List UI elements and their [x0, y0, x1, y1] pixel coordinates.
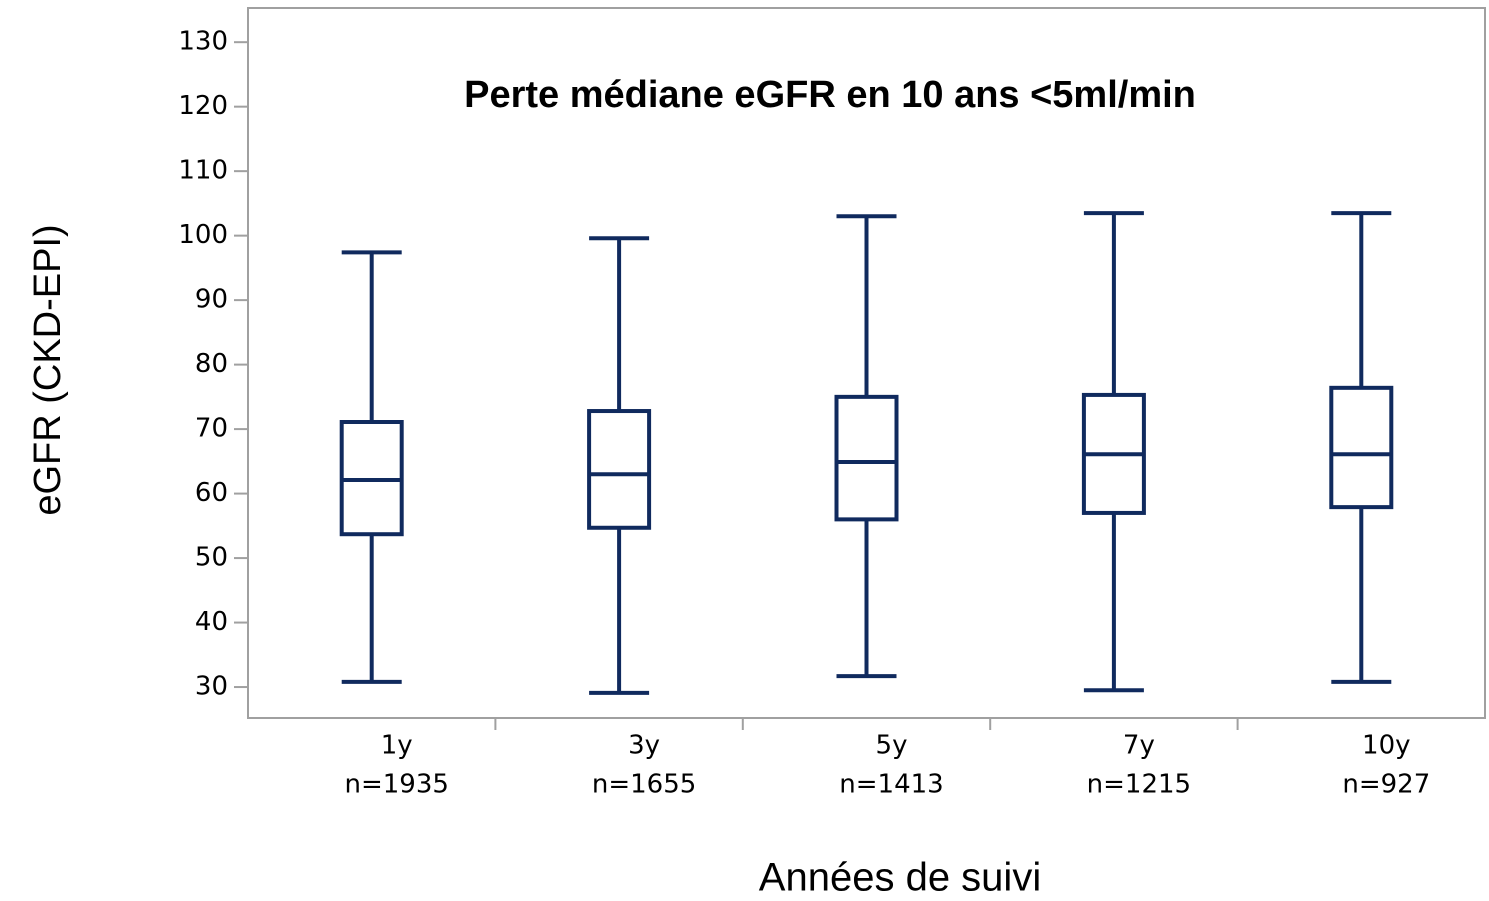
annotation: Perte médiane eGFR en 10 ans <5ml/min — [464, 74, 1196, 116]
x-tick-label: 10y — [1362, 731, 1410, 761]
x-tick-note: n=1935 — [344, 770, 448, 800]
box — [587, 409, 652, 530]
box — [1329, 385, 1394, 510]
x-tick-label: 1y — [381, 731, 413, 761]
y-tick-label: 70 — [195, 414, 228, 444]
x-tick-note: n=927 — [1342, 770, 1430, 800]
box — [834, 394, 899, 522]
x-tick-note: n=1413 — [839, 770, 943, 800]
y-tick-label: 120 — [178, 91, 228, 121]
y-tick-label: 80 — [195, 349, 228, 379]
y-tick-label: 40 — [195, 607, 228, 637]
y-axis-label: eGFR (CKD-EPI) — [27, 224, 69, 515]
y-tick-label: 110 — [178, 156, 228, 186]
y-tick-label: 90 — [195, 285, 228, 315]
y-tick-label: 50 — [195, 543, 228, 573]
y-tick-label: 130 — [178, 27, 228, 57]
plot-frame — [247, 7, 1486, 719]
x-tick-label: 7y — [1123, 731, 1155, 761]
x-tick-note: n=1655 — [592, 770, 696, 800]
y-tick-label: 100 — [178, 220, 228, 250]
x-tick-label: 5y — [876, 731, 908, 761]
y-tick-label: 30 — [195, 672, 228, 702]
x-tick-label: 3y — [628, 731, 660, 761]
x-tick-note: n=1215 — [1087, 770, 1191, 800]
y-tick-label: 60 — [195, 478, 228, 508]
x-axis-label: Années de suivi — [759, 856, 1041, 900]
